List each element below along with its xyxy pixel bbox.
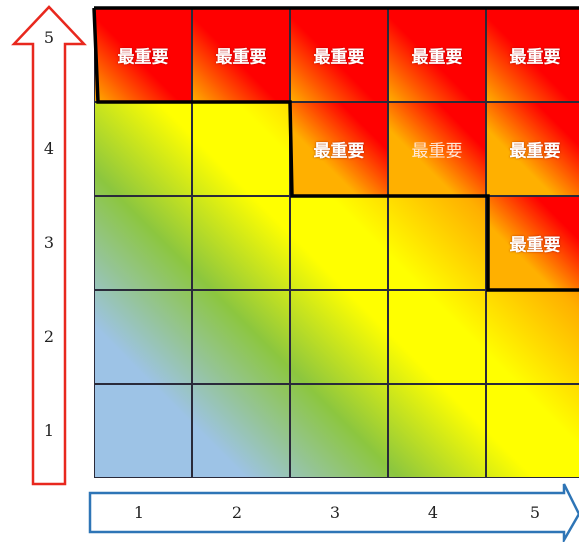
matrix-cell (192, 290, 290, 384)
matrix-cell (290, 196, 388, 290)
matrix-cell (192, 196, 290, 290)
matrix-cell (486, 384, 579, 478)
matrix-cell: 最重要 (486, 196, 579, 290)
cell-label-most-important: 最重要 (411, 47, 463, 68)
matrix-cell (388, 290, 486, 384)
x-tick-label: 3 (329, 503, 341, 522)
matrix-cell: 最重要 (290, 102, 388, 196)
cell-label-most-important: 最重要 (411, 141, 463, 162)
matrix-cell (94, 102, 192, 196)
matrix-cell (290, 290, 388, 384)
matrix-cell (290, 384, 388, 478)
cell-label-most-important: 最重要 (509, 141, 561, 162)
matrix-cell: 最重要 (388, 8, 486, 102)
x-tick-label: 1 (133, 503, 145, 522)
cell-label-most-important: 最重要 (313, 141, 365, 162)
matrix-cell: 最重要 (486, 102, 579, 196)
cell-label-most-important: 最重要 (215, 47, 267, 68)
matrix-cell (94, 290, 192, 384)
y-tick-label: 5 (43, 28, 55, 47)
cell-label-most-important: 最重要 (509, 47, 561, 68)
cell-label-most-important: 最重要 (117, 47, 169, 68)
y-tick-label: 4 (43, 139, 55, 158)
x-tick-label: 2 (231, 503, 243, 522)
y-tick-label: 3 (43, 233, 55, 252)
y-tick-label: 2 (43, 327, 55, 346)
cell-label-most-important: 最重要 (509, 235, 561, 256)
cell-label-most-important: 最重要 (313, 47, 365, 68)
matrix-cell (192, 384, 290, 478)
matrix-cell: 最重要 (388, 102, 486, 196)
matrix-cell: 最重要 (290, 8, 388, 102)
priority-boundary-line (92, 7, 579, 292)
matrix-cell: 最重要 (192, 8, 290, 102)
x-axis-arrow (88, 483, 579, 542)
matrix-cell (388, 196, 486, 290)
matrix-cell (388, 384, 486, 478)
y-tick-label: 1 (43, 421, 55, 440)
matrix-cell (94, 196, 192, 290)
matrix-grid: 最重要 最重要 最重要 最重要 最重要 最重要 最重要 最重要 最重要 (94, 8, 579, 480)
matrix-cell (192, 102, 290, 196)
x-tick-label: 5 (529, 503, 541, 522)
y-axis-arrow (11, 5, 87, 486)
matrix-cell (94, 384, 192, 478)
x-tick-label: 4 (427, 503, 439, 522)
matrix-cell: 最重要 (94, 8, 192, 102)
